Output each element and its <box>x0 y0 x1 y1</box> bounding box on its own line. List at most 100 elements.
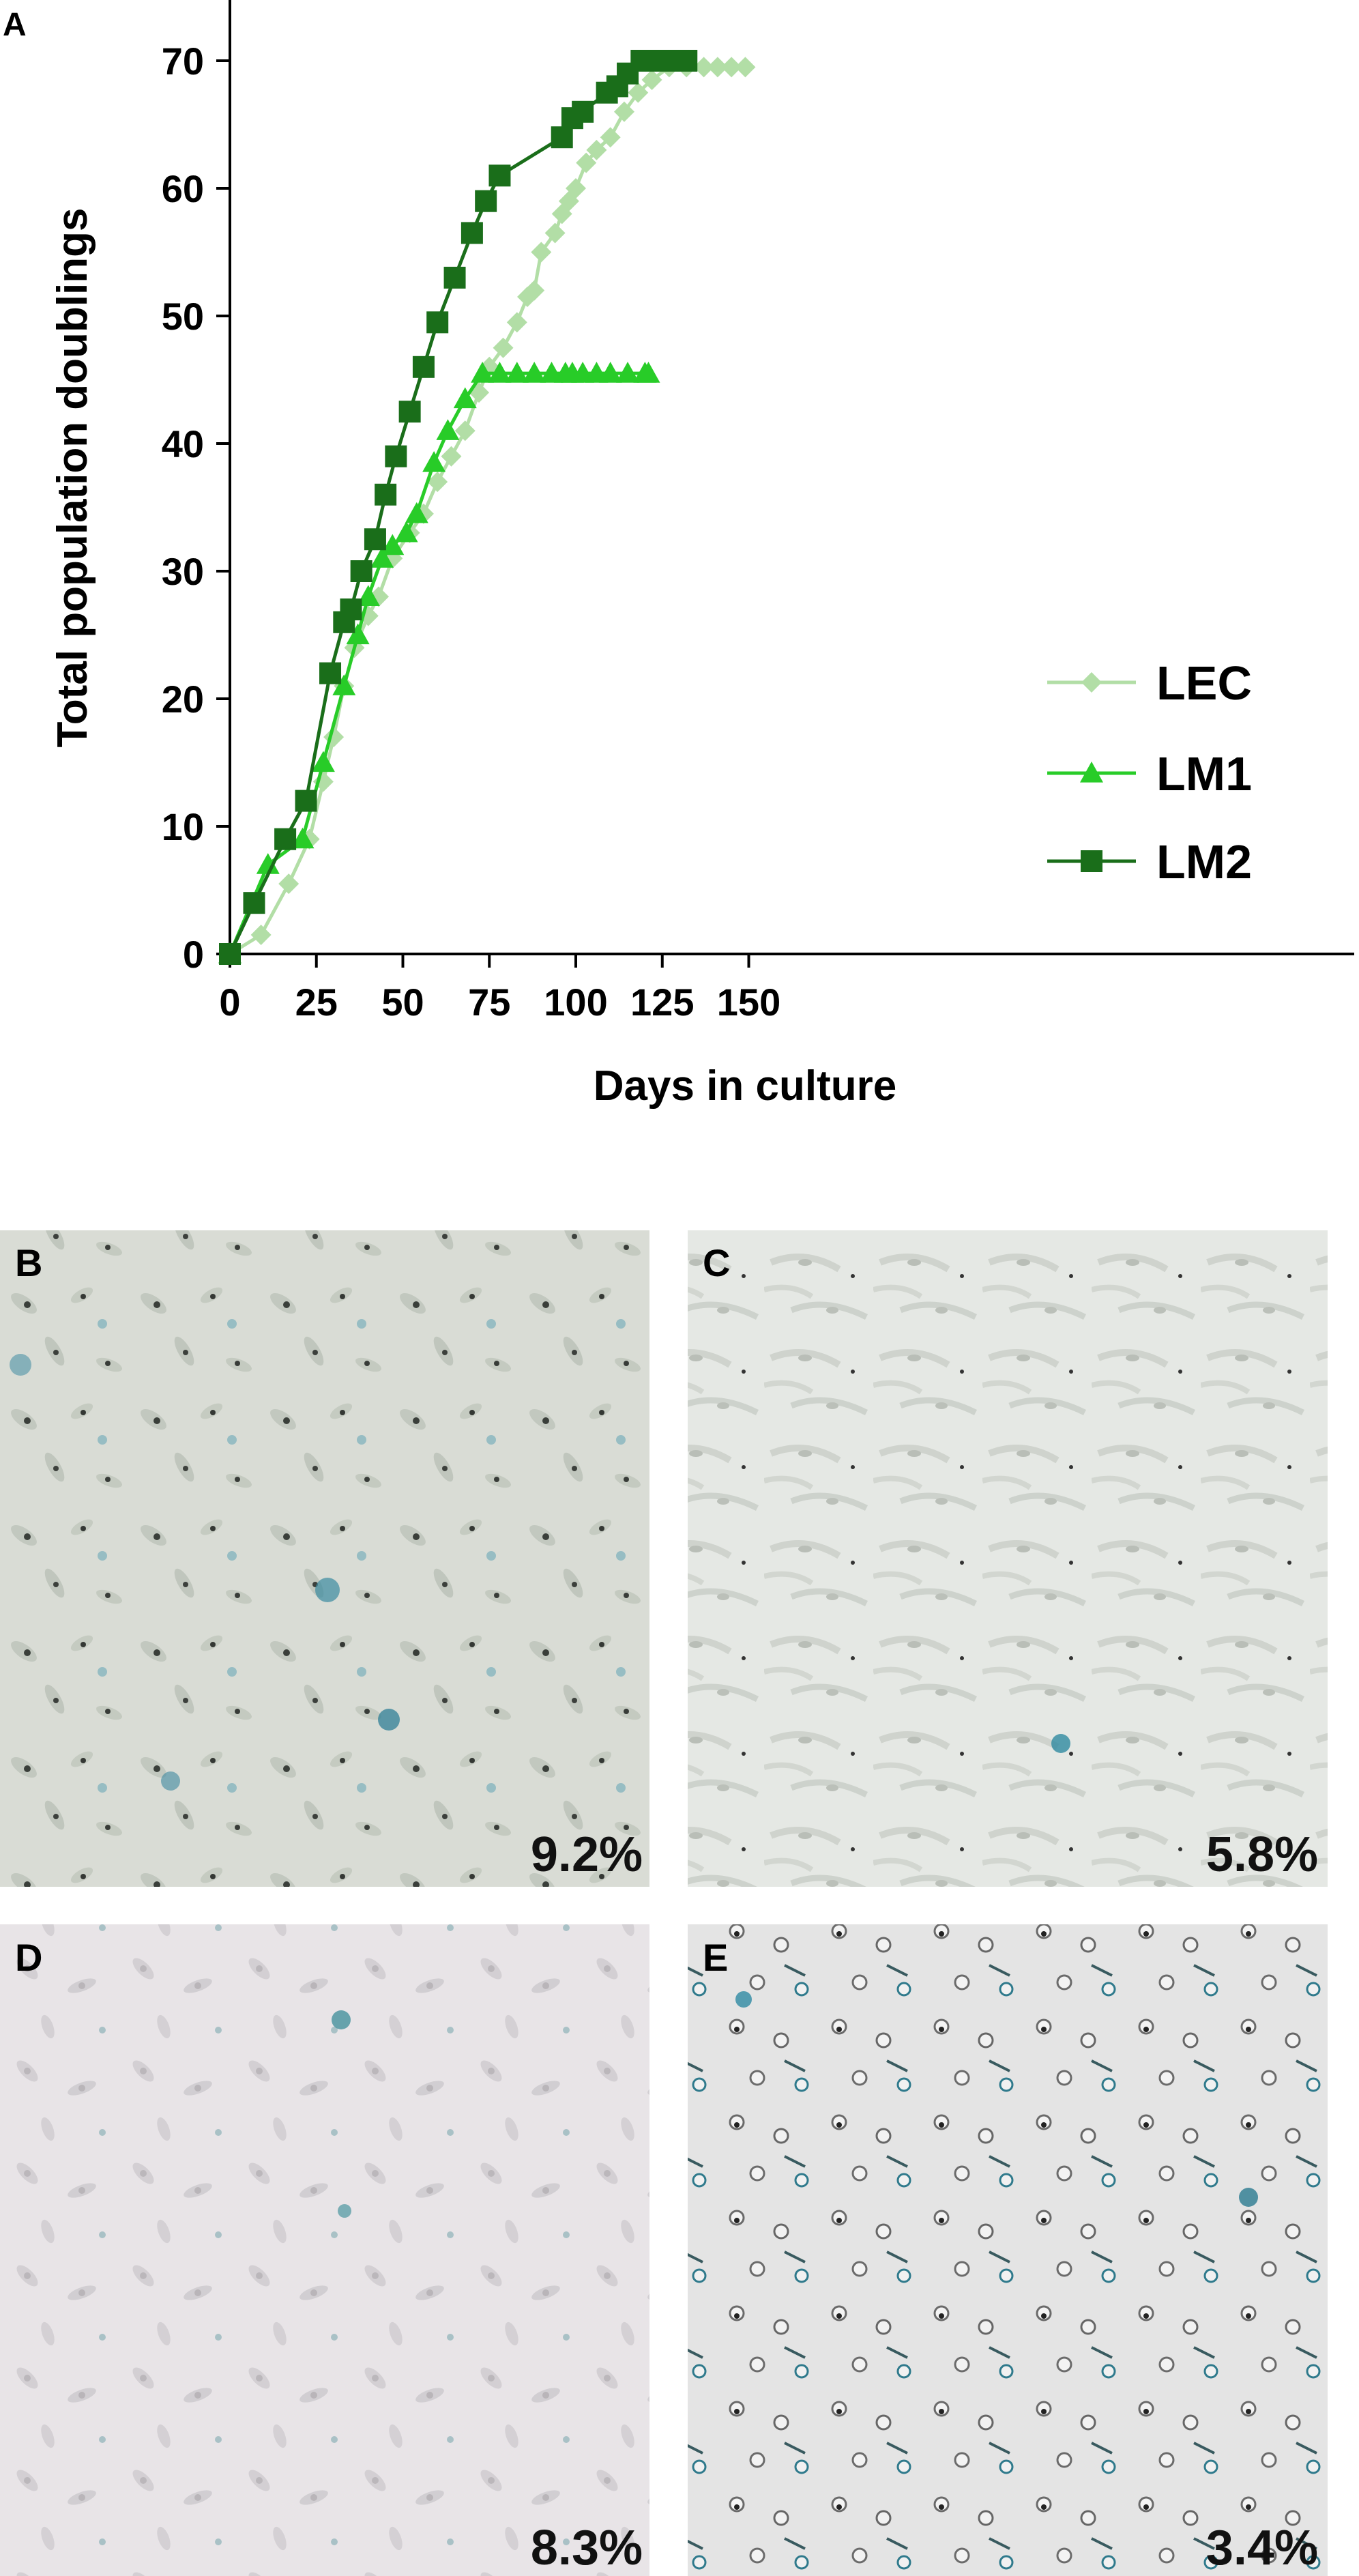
point-lec-29 <box>600 127 621 148</box>
point-lm1-2 <box>291 827 315 849</box>
percent-label-b: 9.2% <box>531 1827 643 1882</box>
x-tick-label-75: 75 <box>468 981 510 1024</box>
y-tick-label-10: 10 <box>162 805 204 848</box>
point-lm2-4 <box>319 662 342 684</box>
series-lm2 <box>219 50 698 965</box>
point-lm2-3 <box>295 790 317 812</box>
point-lec-38 <box>735 57 756 78</box>
point-lm1-12 <box>436 419 460 440</box>
percent-label-c: 5.8% <box>1206 1827 1318 1882</box>
point-lm1-24 <box>616 362 640 383</box>
point-lm1-4 <box>332 674 356 695</box>
panel-label-e: E <box>703 1936 728 1979</box>
legend-label-lm1: LM1 <box>1156 747 1252 800</box>
x-tick-label-25: 25 <box>295 981 338 1024</box>
point-lec-36 <box>707 57 728 78</box>
panel-b: B 9.2% <box>0 1230 649 1887</box>
legend-marker-lm1 <box>1080 762 1103 783</box>
point-lm2-15 <box>461 222 483 244</box>
point-lm1-6 <box>356 585 380 606</box>
series-layer <box>218 50 756 965</box>
point-lm2-8 <box>364 528 386 551</box>
point-lm2-2 <box>274 828 297 850</box>
point-lm1-5 <box>346 623 370 645</box>
point-lec-28 <box>586 139 607 160</box>
point-lm2-14 <box>443 266 466 289</box>
y-axis-label: Total population doublings <box>49 208 96 748</box>
point-lec-37 <box>721 57 742 78</box>
point-lm2-16 <box>475 190 497 212</box>
series-lm1 <box>218 362 660 964</box>
point-lm2-10 <box>385 445 407 467</box>
point-lm1-23 <box>598 362 622 383</box>
point-lm1-15 <box>488 362 512 383</box>
point-lm2-18 <box>551 126 573 149</box>
y-tick-label-0: 0 <box>183 933 204 976</box>
legend-marker-lec <box>1081 672 1102 693</box>
point-lm1-8 <box>381 534 405 555</box>
point-lec-32 <box>641 70 662 91</box>
y-tick-label-70: 70 <box>162 40 204 83</box>
point-lm1-26 <box>637 362 660 383</box>
x-tick-label-50: 50 <box>381 981 424 1024</box>
point-lm2-0 <box>219 943 241 965</box>
point-lec-23 <box>544 222 566 244</box>
point-lm1-3 <box>311 751 335 772</box>
legend-label-lec: LEC <box>1156 656 1252 710</box>
point-lm2-1 <box>243 892 265 914</box>
point-lec-30 <box>613 101 634 122</box>
y-tick-label-30: 30 <box>162 550 204 593</box>
point-lm2-6 <box>340 598 362 621</box>
point-lm1-10 <box>405 502 428 523</box>
panel-e: E 3.4% <box>688 1924 1328 2576</box>
point-lm2-12 <box>412 356 435 378</box>
population-doublings-chart: 0 25 50 75 100 125 150 0 10 20 30 40 50 60 70 Days in … <box>49 0 1354 1110</box>
point-lm2-13 <box>426 311 449 334</box>
panel-c: C 5.8% <box>688 1230 1328 1887</box>
point-lm2-32 <box>675 50 698 72</box>
percent-label-d: 8.3% <box>531 2521 643 2575</box>
panel-d: D 8.3% <box>0 1924 649 2576</box>
point-lm2-20 <box>572 100 594 123</box>
point-lm1-7 <box>370 547 394 568</box>
y-tick-label-20: 20 <box>162 678 204 721</box>
point-lec-2 <box>278 873 299 895</box>
legend-label-lm2: LM2 <box>1156 835 1252 888</box>
point-lec-13 <box>427 472 448 493</box>
micrograph-c <box>688 1230 1328 1887</box>
point-lm2-11 <box>398 401 421 423</box>
point-lec-18 <box>493 337 514 358</box>
point-lec-27 <box>576 152 597 173</box>
panel-label-c: C <box>703 1241 730 1284</box>
x-tick-label-125: 125 <box>630 981 694 1024</box>
y-tick-label-40: 40 <box>162 422 204 465</box>
micrograph-b <box>0 1230 649 1887</box>
point-lm1-11 <box>422 451 446 472</box>
legend-marker-lm2 <box>1081 850 1102 872</box>
point-lec-14 <box>441 446 462 467</box>
point-lm1-13 <box>453 387 477 409</box>
series-line-lm2 <box>228 59 687 955</box>
point-lec-1 <box>250 924 272 945</box>
panel-label-d: D <box>15 1936 42 1979</box>
y-tick-label-50: 50 <box>162 295 204 338</box>
y-tick-label-60: 60 <box>162 167 204 210</box>
point-lec-22 <box>531 242 552 263</box>
micrograph-e <box>688 1924 1328 2576</box>
micrograph-d <box>0 1924 649 2576</box>
percent-label-e: 3.4% <box>1206 2521 1318 2575</box>
axes-layer: 0 25 50 75 100 125 150 0 10 20 30 40 50 60 70 <box>162 0 1354 1024</box>
x-axis-label: Days in culture <box>594 1062 896 1110</box>
point-lec-31 <box>628 82 649 103</box>
point-lec-35 <box>693 57 714 78</box>
point-lec-21 <box>524 280 545 301</box>
x-tick-label-150: 150 <box>717 981 780 1024</box>
panel-label-b: B <box>15 1241 42 1284</box>
point-lm1-9 <box>394 521 418 542</box>
point-lm1-1 <box>256 853 280 874</box>
panel-label-a: A <box>3 7 27 43</box>
point-lec-26 <box>566 178 586 199</box>
legend: LEC LM1 LM2 <box>1047 656 1252 888</box>
point-lm1-14 <box>471 362 495 383</box>
